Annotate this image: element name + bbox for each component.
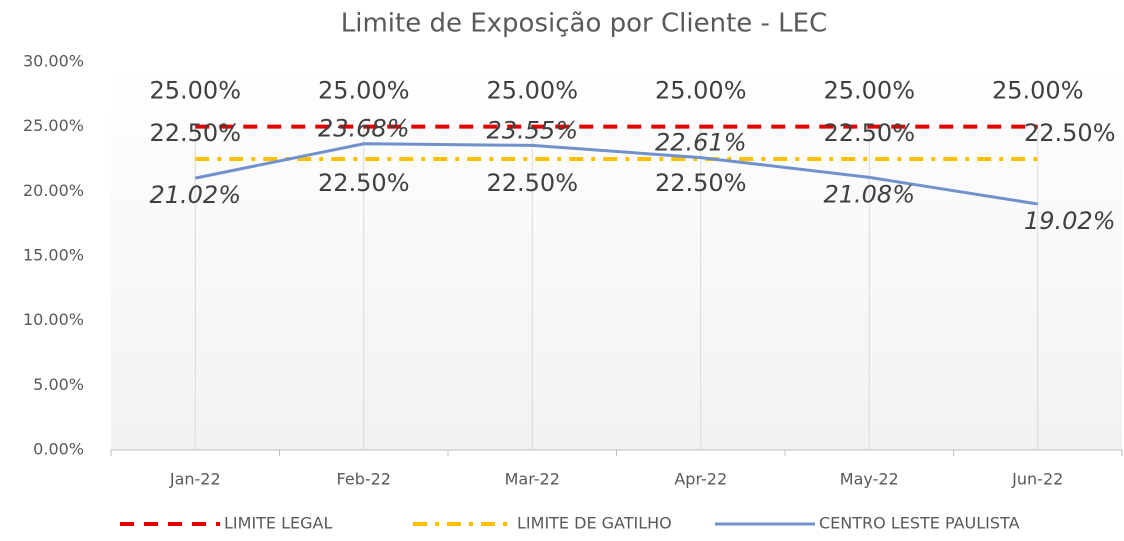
- data-label: 22.61%: [655, 129, 747, 157]
- x-tick-label: Feb-22: [337, 470, 391, 489]
- series-line: [194, 142, 1038, 206]
- data-label: 22.50%: [1024, 119, 1116, 147]
- legend-label: CENTRO LESTE PAULISTA: [819, 514, 1020, 533]
- data-label: 25.00%: [486, 77, 578, 105]
- x-tick-label: Jan-22: [169, 470, 221, 489]
- data-label: 25.00%: [318, 77, 410, 105]
- y-tick-label: 10.00%: [23, 310, 84, 329]
- chart-title: Limite de Exposição por Cliente - LEC: [341, 9, 827, 39]
- data-label: 22.50%: [318, 169, 410, 197]
- data-label: 25.00%: [149, 77, 241, 105]
- y-tick-label: 20.00%: [23, 181, 84, 200]
- y-tick-label: 0.00%: [33, 440, 84, 459]
- data-label: 25.00%: [992, 77, 1084, 105]
- y-tick-label: 5.00%: [33, 375, 84, 394]
- y-tick-label: 30.00%: [23, 52, 84, 71]
- data-label: 19.02%: [1024, 207, 1116, 235]
- data-label: 21.08%: [823, 180, 915, 208]
- data-label: 21.02%: [149, 181, 241, 209]
- x-tick-label: Jun-22: [1011, 470, 1063, 489]
- x-tick-label: May-22: [840, 470, 899, 489]
- legend-label: LIMITE DE GATILHO: [517, 514, 672, 533]
- data-label: 23.68%: [318, 115, 410, 143]
- y-tick-label: 15.00%: [23, 246, 84, 265]
- x-tick-label: Apr-22: [674, 470, 727, 489]
- data-label: 25.00%: [823, 77, 915, 105]
- x-tick-label: Mar-22: [505, 470, 560, 489]
- plot-area: [111, 62, 1122, 450]
- data-label: 22.50%: [486, 169, 578, 197]
- data-label: 25.00%: [655, 77, 747, 105]
- legend-label: LIMITE LEGAL: [224, 514, 332, 533]
- data-label: 22.50%: [149, 119, 241, 147]
- y-tick-label: 25.00%: [23, 116, 84, 135]
- data-label: 22.50%: [655, 169, 747, 197]
- data-label: 23.55%: [486, 116, 578, 144]
- data-label: 22.50%: [823, 119, 915, 147]
